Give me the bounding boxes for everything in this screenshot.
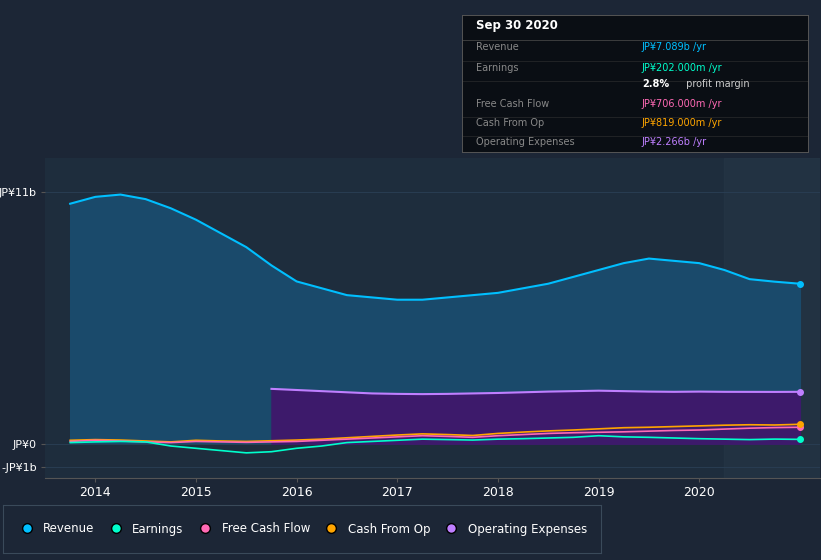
Text: profit margin: profit margin: [683, 80, 750, 90]
Text: JP¥202.000m /yr: JP¥202.000m /yr: [642, 63, 722, 73]
Legend: Revenue, Earnings, Free Cash Flow, Cash From Op, Operating Expenses: Revenue, Earnings, Free Cash Flow, Cash …: [15, 522, 587, 535]
Text: Revenue: Revenue: [476, 43, 519, 53]
Text: 2.8%: 2.8%: [642, 80, 669, 90]
Text: Cash From Op: Cash From Op: [476, 118, 544, 128]
Text: Free Cash Flow: Free Cash Flow: [476, 99, 549, 109]
Text: Operating Expenses: Operating Expenses: [476, 137, 575, 147]
Text: JP¥7.089b /yr: JP¥7.089b /yr: [642, 43, 707, 53]
Text: Sep 30 2020: Sep 30 2020: [476, 19, 557, 32]
Bar: [724, 158, 820, 478]
Text: JP¥2.266b /yr: JP¥2.266b /yr: [642, 137, 707, 147]
Text: JP¥819.000m /yr: JP¥819.000m /yr: [642, 118, 722, 128]
Text: Earnings: Earnings: [476, 63, 518, 73]
Text: JP¥706.000m /yr: JP¥706.000m /yr: [642, 99, 722, 109]
